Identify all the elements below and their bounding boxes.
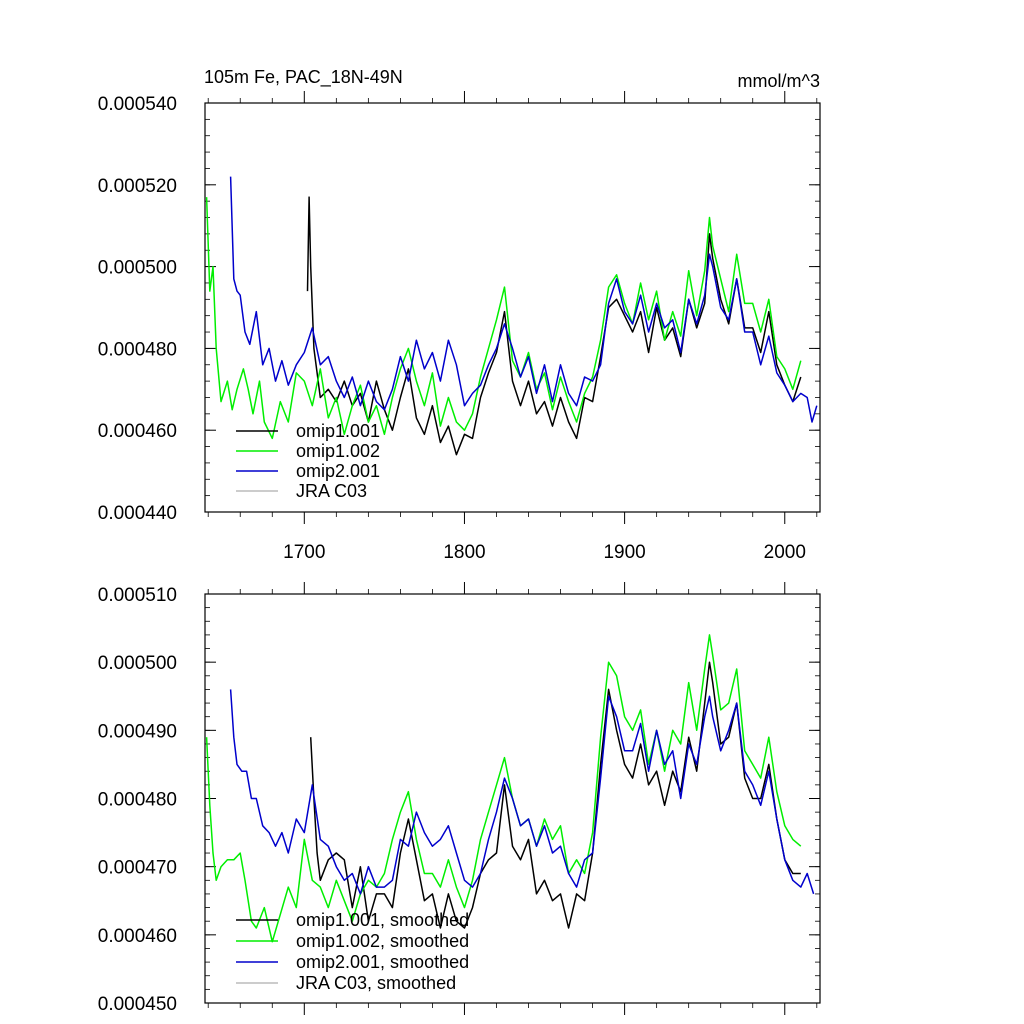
series-line-omip2-001 (229, 176, 818, 423)
x-tick-label: 1800 (443, 542, 485, 563)
x-tick-label: 2000 (764, 542, 806, 563)
y-tick-label: 0.000460 (98, 926, 177, 947)
legend-label: omip2.001 (296, 461, 380, 481)
series-line-omip1-002 (205, 197, 802, 440)
x-tick-label: 1900 (603, 542, 645, 563)
x-tick-label: 1700 (283, 542, 325, 563)
legend-label: omip1.002 (296, 441, 380, 461)
series-line-omip1-001-smoothed (309, 661, 801, 929)
y-tick-label: 0.000460 (98, 421, 177, 442)
legend-label: omip2.001, smoothed (296, 952, 469, 972)
y-tick-label: 0.000500 (98, 258, 177, 279)
y-tick-label: 0.000480 (98, 790, 177, 811)
y-tick-label: 0.000490 (98, 721, 177, 742)
y-tick-label: 0.000520 (98, 176, 177, 197)
plot-frame (204, 102, 821, 513)
series-line-omip2-001-smoothed (229, 689, 815, 895)
legend-label: omip1.001, smoothed (296, 910, 469, 930)
chart-title: 105m Fe, PAC_18N-49N (204, 67, 403, 88)
units-label: mmol/m^3 (738, 71, 820, 91)
y-tick-label: 0.000480 (98, 339, 177, 360)
y-tick-label: 0.000450 (98, 994, 177, 1015)
legend-label: JRA C03, smoothed (296, 973, 456, 993)
bottom-panel: 0.000450 0.000460 0.000470 0.000480 0.000490… (98, 582, 821, 1015)
y-tick-label: 0.000500 (98, 653, 177, 674)
legend-label: omip1.001 (296, 421, 380, 441)
y-tick-label: 0.000540 (98, 94, 177, 115)
legend-label: omip1.002, smoothed (296, 931, 469, 951)
series-line-omip1-001 (306, 196, 802, 456)
legend-label: JRA C03 (296, 481, 367, 501)
y-tick-label: 0.000510 (98, 585, 177, 606)
series-line-omip1-002-smoothed (205, 634, 802, 943)
top-panel: 0.000440 0.000460 0.000480 0.000500 0.000520… (98, 91, 821, 563)
y-tick-label: 0.000440 (98, 503, 177, 524)
y-tick-label: 0.000470 (98, 858, 177, 879)
